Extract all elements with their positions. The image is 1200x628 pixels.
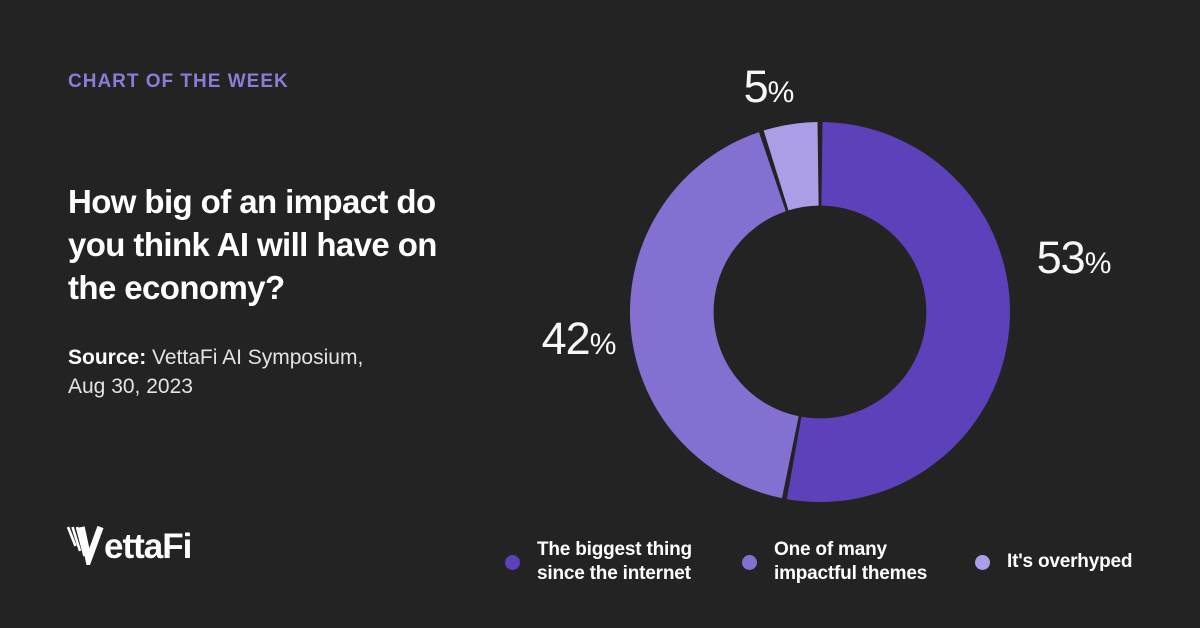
logo-wordmark-text: ettaFi [104,527,191,565]
legend-label-biggest-thing: The biggest thing since the internet [537,539,692,584]
source-line: Source: VettaFi AI Symposium, Aug 30, 20… [68,343,468,401]
legend-item-overhyped: It's overhyped [975,536,1132,588]
legend-dot-impactful-themes [742,554,757,570]
donut-segment-53pct [786,122,1010,502]
legend-label-impactful-themes: One of many impactful themes [774,539,928,584]
logo-v-stroke [78,525,104,571]
legend-dot-biggest-thing [505,554,520,570]
segment-value-label-53: 53% [1037,232,1112,284]
percent-sign-53: % [1084,247,1112,280]
chart-title: How big of an impact do you think AI wil… [68,183,437,307]
percent-sign-5: % [767,76,795,109]
vettafi-logo-graphic: ettaFi [66,525,192,571]
donut-chart [630,122,1010,502]
legend-item-impactful-themes: One of many impactful themes [742,536,927,588]
donut-svg [630,122,1010,502]
segment-value-42: 42 [541,313,591,364]
legend: The biggest thing since the internet One… [0,536,1200,588]
percent-sign-42: % [589,328,617,361]
source-text: VettaFi AI Symposium, Aug 30, 2023 [68,346,364,398]
segment-value-label-5: 5% [744,61,795,113]
donut-segment-42pct [630,132,800,499]
segment-value-label-42: 42% [542,313,617,365]
eyebrow-chart-of-the-week: CHART OF THE WEEK [68,71,289,92]
segment-value-53: 53 [1036,232,1086,283]
donut-segment-5pct [763,122,820,211]
legend-label-overhyped: It's overhyped [1007,551,1133,572]
source-label: Source: [68,346,147,369]
legend-item-biggest-thing: The biggest thing since the internet [505,536,692,588]
logo-v-stripes [66,526,86,557]
segment-value-5: 5 [743,61,769,112]
legend-dot-overhyped [975,554,990,570]
vettafi-logo: ettaFi [66,521,236,571]
